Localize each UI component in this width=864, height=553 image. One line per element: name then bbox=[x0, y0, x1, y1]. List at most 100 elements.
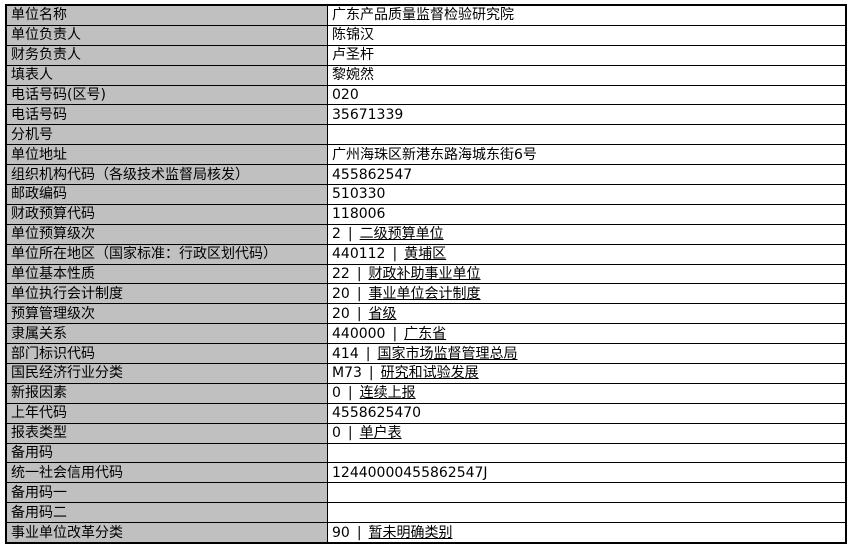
value-name-link[interactable]: 单户表 bbox=[359, 425, 402, 442]
row-label: 分机号 bbox=[5, 124, 328, 146]
row-label: 备用码一 bbox=[5, 482, 328, 504]
value-text: 广东产品质量监督检验研究院 bbox=[332, 7, 514, 24]
row-label: 隶属关系 bbox=[5, 323, 328, 345]
value-separator: | bbox=[368, 365, 374, 382]
table-row: 新报因素 0 | 连续上报 bbox=[5, 382, 847, 404]
value-text: 黎婉然 bbox=[332, 67, 374, 84]
value-code: 0 bbox=[332, 425, 341, 442]
value-separator: | bbox=[347, 385, 353, 402]
value-separator: | bbox=[392, 246, 398, 263]
row-label: 报表类型 bbox=[5, 422, 328, 444]
row-value bbox=[327, 442, 847, 464]
row-value: 90 | 暂未明确类别 bbox=[327, 522, 847, 544]
row-label: 单位所在地区（国家标准：行政区划代码） bbox=[5, 243, 328, 265]
row-value: 440112 | 黄埔区 bbox=[327, 243, 847, 265]
value-separator: | bbox=[356, 305, 362, 322]
row-value: 455862547 bbox=[327, 164, 847, 186]
value-text: 陈锦汉 bbox=[332, 27, 374, 44]
value-name-link[interactable]: 连续上报 bbox=[359, 385, 416, 402]
row-label: 单位负责人 bbox=[5, 24, 328, 46]
value-code: 20 bbox=[332, 305, 350, 322]
row-value: 4558625470 bbox=[327, 402, 847, 424]
value-code: 2 bbox=[332, 226, 341, 243]
table-row: 单位负责人 陈锦汉 bbox=[5, 24, 847, 46]
value-name-link[interactable]: 二级预算单位 bbox=[359, 226, 444, 243]
row-value: 35671339 bbox=[327, 104, 847, 126]
value-name-link[interactable]: 国家市场监督管理总局 bbox=[377, 345, 518, 362]
table-row: 备用码一 bbox=[5, 482, 847, 504]
table-row: 单位所在地区（国家标准：行政区划代码） 440112 | 黄埔区 bbox=[5, 243, 847, 265]
value-code: 440000 bbox=[332, 325, 386, 342]
row-value: 22 | 财政补助事业单位 bbox=[327, 263, 847, 285]
value-separator: | bbox=[356, 285, 362, 302]
row-value: 2 | 二级预算单位 bbox=[327, 223, 847, 245]
value-name-link[interactable]: 省级 bbox=[368, 305, 397, 322]
table-row: 单位名称 广东产品质量监督检验研究院 bbox=[5, 4, 847, 26]
table-row: 备用码 bbox=[5, 442, 847, 464]
table-row: 事业单位改革分类 90 | 暂未明确类别 bbox=[5, 522, 847, 544]
table-row: 备用码二 bbox=[5, 502, 847, 524]
value-text: 卢圣杆 bbox=[332, 47, 374, 64]
row-label: 单位执行会计制度 bbox=[5, 283, 328, 305]
row-label: 统一社会信用代码 bbox=[5, 462, 328, 484]
table-row: 部门标识代码 414 | 国家市场监督管理总局 bbox=[5, 343, 847, 365]
row-value: 118006 bbox=[327, 203, 847, 225]
row-label: 填表人 bbox=[5, 64, 328, 86]
value-code: 22 bbox=[332, 266, 350, 283]
row-label: 单位基本性质 bbox=[5, 263, 328, 285]
row-label: 备用码 bbox=[5, 442, 328, 464]
value-code: 440112 bbox=[332, 246, 386, 263]
value-text: 118006 bbox=[332, 206, 386, 223]
value-name-link[interactable]: 广东省 bbox=[404, 325, 447, 342]
value-separator: | bbox=[347, 425, 353, 442]
row-value: 黎婉然 bbox=[327, 64, 847, 86]
row-label: 财务负责人 bbox=[5, 44, 328, 66]
value-text: 12440000455862547J bbox=[332, 464, 488, 481]
row-label: 电话号码 bbox=[5, 104, 328, 126]
row-label: 部门标识代码 bbox=[5, 343, 328, 365]
table-row: 财政预算代码 118006 bbox=[5, 203, 847, 225]
row-value: 20 | 省级 bbox=[327, 303, 847, 325]
value-text: 4558625470 bbox=[332, 405, 422, 422]
row-label: 单位地址 bbox=[5, 144, 328, 166]
row-label: 国民经济行业分类 bbox=[5, 363, 328, 384]
value-name-link[interactable]: 财政补助事业单位 bbox=[368, 266, 481, 283]
value-text: 020 bbox=[332, 87, 359, 103]
value-separator: | bbox=[347, 226, 353, 243]
table-row: 单位预算级次 2 | 二级预算单位 bbox=[5, 223, 847, 245]
value-separator: | bbox=[365, 345, 371, 362]
table-row: 组织机构代码（各级技术监督局核发） 455862547 bbox=[5, 164, 847, 186]
row-label: 财政预算代码 bbox=[5, 203, 328, 225]
row-value: 12440000455862547J bbox=[327, 462, 847, 484]
value-code: 90 bbox=[332, 524, 350, 541]
row-value: 广东产品质量监督检验研究院 bbox=[327, 4, 847, 26]
row-label: 备用码二 bbox=[5, 502, 328, 524]
row-label: 单位预算级次 bbox=[5, 223, 328, 245]
table-row: 单位基本性质 22 | 财政补助事业单位 bbox=[5, 263, 847, 285]
table-row: 填表人 黎婉然 bbox=[5, 64, 847, 86]
row-label: 邮政编码 bbox=[5, 184, 328, 205]
table-row: 统一社会信用代码 12440000455862547J bbox=[5, 462, 847, 484]
row-value: 510330 bbox=[327, 184, 847, 205]
table-row: 电话号码(区号) 020 bbox=[5, 84, 847, 106]
row-value: 414 | 国家市场监督管理总局 bbox=[327, 343, 847, 365]
row-label: 单位名称 bbox=[5, 4, 328, 26]
value-text: 35671339 bbox=[332, 106, 404, 123]
value-name-link[interactable]: 黄埔区 bbox=[404, 246, 447, 263]
value-name-link[interactable]: 研究和试验发展 bbox=[380, 365, 479, 382]
row-label: 预算管理级次 bbox=[5, 303, 328, 325]
table-row: 隶属关系 440000 | 广东省 bbox=[5, 323, 847, 345]
value-code: M73 bbox=[332, 365, 362, 382]
value-code: 414 bbox=[332, 345, 359, 362]
row-value: 陈锦汉 bbox=[327, 24, 847, 46]
value-name-link[interactable]: 事业单位会计制度 bbox=[368, 285, 481, 302]
row-value: 0 | 连续上报 bbox=[327, 382, 847, 404]
table-row: 邮政编码 510330 bbox=[5, 184, 847, 205]
unit-info-table-body: 单位名称 广东产品质量监督检验研究院 单位负责人 陈锦汉 财务负责人 卢圣杆 填表人 黎婉然电… bbox=[5, 4, 847, 544]
row-label: 组织机构代码（各级技术监督局核发） bbox=[5, 164, 328, 186]
row-value bbox=[327, 482, 847, 504]
value-separator: | bbox=[392, 325, 398, 342]
value-name-link[interactable]: 暂未明确类别 bbox=[368, 524, 453, 541]
table-row: 报表类型 0 | 单户表 bbox=[5, 422, 847, 444]
value-text: 510330 bbox=[332, 186, 386, 203]
